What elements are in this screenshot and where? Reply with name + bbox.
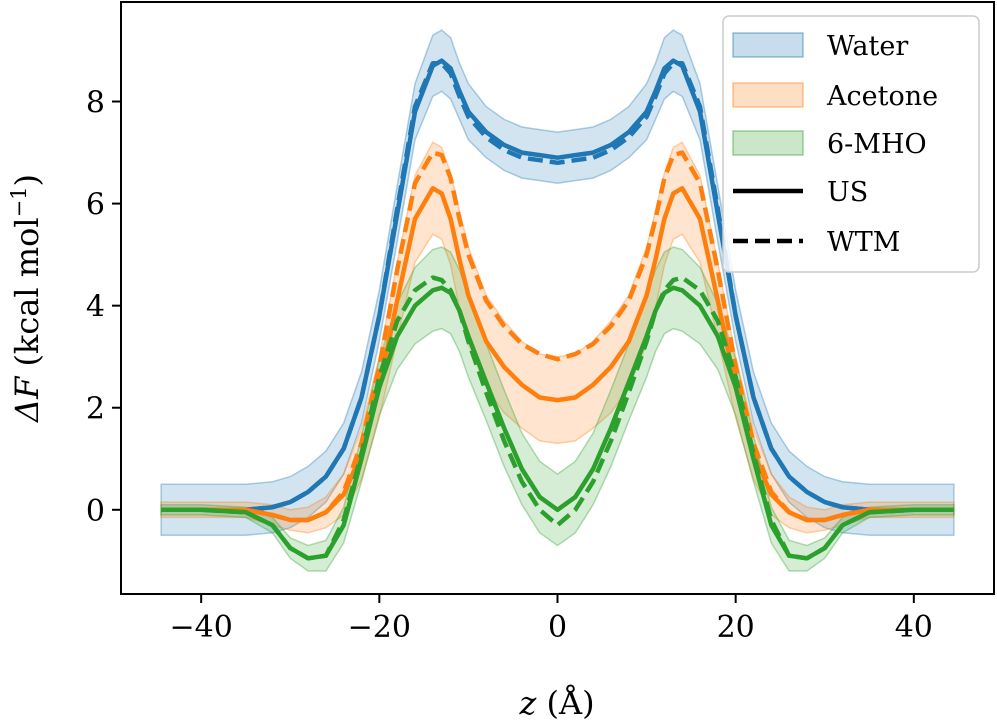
6-mho-wtm-line — [161, 275, 954, 561]
water-wtm-line — [161, 60, 954, 513]
x-tick-label: 40 — [895, 610, 933, 645]
legend-label-water: Water — [827, 31, 908, 62]
y-tick-label: 8 — [86, 86, 105, 121]
legend-swatch-water — [732, 32, 804, 58]
y-axis-label-variable: ΔF — [8, 375, 46, 424]
y-axis-label: ΔF (kcal mol−1) — [7, 174, 46, 424]
legend-label-acetone: Acetone — [826, 81, 938, 112]
x-tick-label: −20 — [348, 610, 411, 645]
y-tick-label: 2 — [86, 392, 105, 427]
x-axis-ticks: −40 −20 0 20 40 — [170, 594, 933, 645]
y-tick-label: 6 — [86, 188, 105, 223]
x-axis-label: z (Å) — [518, 684, 594, 722]
6-mho-uncertainty-band — [160, 246, 955, 572]
x-tick-label: 20 — [717, 610, 755, 645]
x-axis-label-unit: (Å) — [536, 684, 594, 722]
acetone-wtm-line — [161, 150, 954, 523]
x-tick-label: −40 — [170, 610, 233, 645]
y-axis-label-exponent: −1 — [7, 186, 31, 217]
legend-label-us: US — [827, 177, 868, 208]
acetone-uncertainty-band — [160, 141, 955, 534]
y-axis-ticks: 0 2 4 6 8 — [86, 86, 121, 529]
y-axis-label-unit: (kcal mol — [8, 217, 46, 376]
x-tick-label: 0 — [548, 610, 567, 645]
x-axis-label-variable: z — [518, 684, 537, 722]
y-tick-label: 4 — [86, 290, 105, 325]
6-mho-us-line — [161, 285, 954, 561]
legend-label-wtm: WTM — [827, 227, 900, 258]
y-tick-label: 0 — [86, 494, 105, 529]
legend-swatch-acetone — [732, 82, 804, 108]
legend-box — [722, 15, 980, 273]
series-lines — [161, 58, 954, 561]
y-axis-label-close: ) — [8, 174, 46, 186]
legend-swatch-6-mho — [732, 130, 804, 156]
legend-label-6-mho: 6-MHO — [827, 129, 927, 160]
legend: Water Acetone 6-MHO US WTM — [722, 15, 980, 273]
